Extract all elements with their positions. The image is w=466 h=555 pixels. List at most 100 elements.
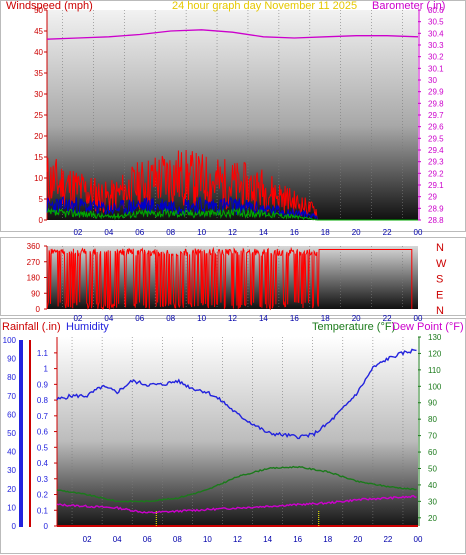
compass-label: S [436, 274, 443, 286]
panel1-series [46, 29, 419, 221]
hour-tick: 06 [135, 314, 144, 323]
barometer-tick: 29.9 [428, 88, 444, 97]
barometer-tick: 29.7 [428, 111, 444, 120]
temperature-tick: 40 [428, 481, 437, 490]
hour-tick: 06 [143, 535, 152, 544]
hour-tick: 18 [321, 228, 330, 237]
windspeed-label: Windspeed (mph) [6, 0, 93, 12]
rainfall-tick: 0.8 [37, 396, 49, 405]
hour-tick: 20 [352, 314, 361, 323]
barometer-tick: 30.2 [428, 53, 444, 62]
barometer-tick: 29.2 [428, 169, 444, 178]
rainfall-tick: 0.6 [37, 428, 49, 437]
panel2-hour-ticks: 02 04 06 08 10 12 14 16 18 20 22 00 [73, 314, 423, 323]
temperature-tick: 80 [428, 415, 437, 424]
rainfall-tick: 1.1 [37, 349, 49, 358]
dewpoint-label: Dew Point (°F) [392, 321, 464, 333]
wind-direction-series [46, 246, 413, 311]
rainfall-tick: 0.5 [37, 443, 49, 452]
barometer-tick: 29.4 [428, 146, 444, 155]
hour-tick: 04 [113, 535, 122, 544]
rainfall-tick: 0.4 [37, 459, 49, 468]
compass-label: N [436, 305, 444, 317]
humidity-tick: 60 [7, 410, 16, 419]
hour-tick: 14 [263, 535, 272, 544]
panel1-windspeed-ticks: 0 5 10 15 20 25 30 35 40 45 50 [34, 6, 48, 225]
compass-label: E [436, 289, 443, 301]
barometer-series [46, 29, 419, 40]
windspeed-tick: 40 [34, 48, 43, 57]
humidity-tick: 20 [7, 485, 16, 494]
windspeed-tick: 5 [39, 195, 44, 204]
dewpoint-series [56, 494, 417, 514]
barometer-tick: 29 [428, 193, 437, 202]
windspeed-tick: 15 [34, 153, 43, 162]
compass-label: W [436, 258, 447, 270]
hour-tick: 02 [73, 314, 82, 323]
hour-tick: 16 [290, 228, 299, 237]
hour-tick: 00 [414, 314, 423, 323]
hour-tick: 04 [104, 314, 113, 323]
humidity-tick: 0 [12, 522, 17, 531]
barometer-tick: 29.3 [428, 158, 444, 167]
rainfall-label: Rainfall (.in) [2, 321, 61, 333]
panel1-hour-ticks: 02 04 06 08 10 12 14 16 18 20 22 00 [73, 228, 423, 237]
windspeed-tick: 0 [39, 216, 44, 225]
humidity-series [56, 348, 417, 440]
hour-tick: 16 [293, 535, 302, 544]
windspeed-tick: 20 [34, 132, 43, 141]
temperature-tick: 90 [428, 399, 437, 408]
hour-tick: 10 [197, 314, 206, 323]
hour-tick: 14 [259, 228, 268, 237]
humidity-tick: 50 [7, 429, 16, 438]
rainfall-tick: 0.7 [37, 412, 49, 421]
direction-tick: 360 [27, 242, 41, 251]
barometer-tick: 29.6 [428, 123, 444, 132]
hour-tick: 12 [228, 314, 237, 323]
hour-tick: 02 [73, 228, 82, 237]
temperature-tick: 20 [428, 514, 437, 523]
temperature-tick: 50 [428, 464, 437, 473]
compass-label: N [436, 242, 444, 254]
panel2-series [46, 246, 413, 311]
humidity-tick: 70 [7, 392, 16, 401]
rainfall-tick: 1 [44, 365, 49, 374]
temperature-ticks: 20 30 40 50 60 70 80 90 100 110 120 130 [418, 333, 442, 526]
hour-tick: 18 [323, 535, 332, 544]
direction-tick: 0 [36, 305, 41, 314]
barometer-tick: 30.6 [428, 6, 444, 15]
average-wind-series [46, 195, 418, 221]
hour-tick: 18 [321, 314, 330, 323]
temperature-label: Temperature (°F) [312, 321, 395, 333]
windspeed-tick: 25 [34, 111, 43, 120]
barometer-tick: 30 [428, 76, 437, 85]
hour-tick: 22 [383, 228, 392, 237]
temperature-series [56, 465, 417, 503]
humidity-axis-bar [19, 340, 23, 527]
gust-series [46, 149, 418, 221]
barometer-tick: 30.3 [428, 41, 444, 50]
barometer-tick: 29.8 [428, 99, 444, 108]
hour-tick: 10 [203, 535, 212, 544]
direction-tick: 90 [31, 289, 40, 298]
hour-tick: 04 [104, 228, 113, 237]
rainfall-tick: 0.2 [37, 491, 49, 500]
hour-tick: 08 [166, 228, 175, 237]
direction-tick: 270 [27, 258, 41, 267]
barometer-label: Barometer (.in) [372, 0, 445, 12]
hour-tick: 08 [166, 314, 175, 323]
temperature-tick: 60 [428, 448, 437, 457]
rainfall-ticks: 0 0.1 0.2 0.3 0.4 0.5 0.6 0.7 0.8 0.9 1 1.1 [37, 337, 58, 531]
barometer-tick: 30.1 [428, 64, 444, 73]
humidity-tick: 30 [7, 466, 16, 475]
panel3-series [56, 348, 417, 526]
hour-tick: 00 [414, 535, 423, 544]
windspeed-tick: 10 [34, 174, 43, 183]
windspeed-tick: 35 [34, 69, 43, 78]
hour-tick: 16 [290, 314, 299, 323]
hour-tick: 22 [383, 535, 392, 544]
low-wind-series [46, 207, 418, 221]
rainfall-tick: 0.1 [37, 506, 49, 515]
humidity-ticks: 0 10 20 30 40 50 60 70 80 90 100 [3, 336, 17, 531]
